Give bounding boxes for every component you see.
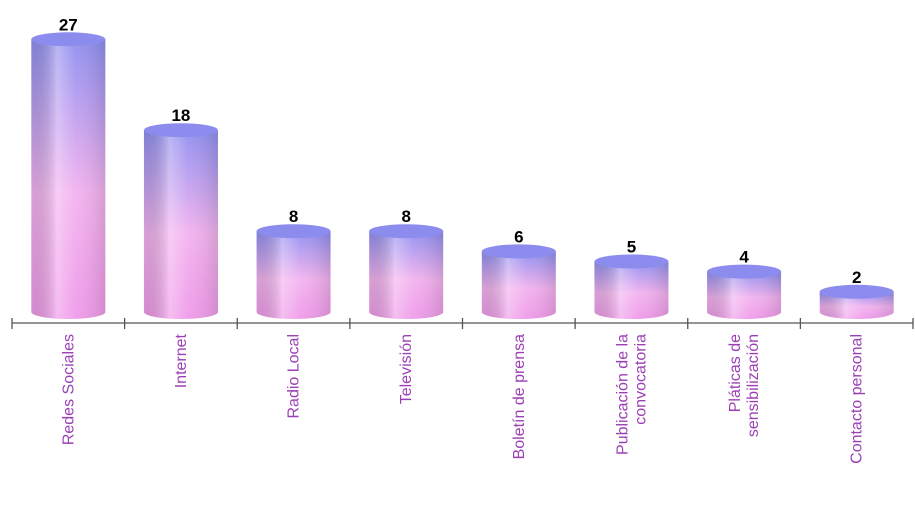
bar bbox=[707, 264, 782, 319]
category-labels: Redes Sociales Internet Radio Local Televis… bbox=[60, 333, 865, 463]
bar bbox=[31, 32, 106, 320]
category-label: convocatoria bbox=[632, 334, 649, 425]
bar-cap bbox=[594, 254, 669, 269]
bar-cap bbox=[256, 224, 331, 239]
bar-cap bbox=[143, 123, 218, 138]
category-label: Televisión bbox=[398, 334, 415, 404]
bar bbox=[819, 284, 894, 319]
category-label: Publicación de la bbox=[614, 334, 631, 455]
bar bbox=[481, 244, 556, 319]
bar bbox=[369, 224, 444, 319]
bar-shade bbox=[143, 130, 218, 319]
bar-shade bbox=[369, 231, 444, 319]
bar bbox=[594, 254, 669, 319]
bar bbox=[143, 123, 218, 319]
bar-shade bbox=[819, 291, 894, 319]
category-label: Radio Local bbox=[286, 334, 303, 419]
bar bbox=[256, 224, 331, 319]
bars-group: 27 18 8 8 6 5 4 2 bbox=[31, 15, 894, 320]
x-axis-ticks bbox=[11, 318, 914, 329]
category-label: Contacto personal bbox=[849, 334, 866, 464]
bar-cap bbox=[369, 224, 444, 239]
data-label: 4 bbox=[739, 248, 749, 267]
category-label: Internet bbox=[173, 333, 190, 388]
data-label: 27 bbox=[59, 15, 78, 34]
data-label: 8 bbox=[289, 207, 298, 226]
bar-cap bbox=[481, 244, 556, 259]
bar-shade bbox=[481, 251, 556, 319]
data-label: 5 bbox=[627, 238, 636, 257]
category-label: sensibilización bbox=[745, 334, 762, 437]
data-label: 18 bbox=[171, 106, 190, 125]
bar-cap bbox=[819, 284, 894, 299]
category-label: Pláticas de bbox=[727, 334, 744, 412]
bar-shade bbox=[256, 231, 331, 319]
bar-cap bbox=[707, 264, 782, 279]
bar-shade bbox=[31, 39, 106, 320]
category-label: Boletín de prensa bbox=[511, 334, 528, 460]
bar-shade bbox=[594, 261, 669, 319]
bar-shade bbox=[707, 271, 782, 319]
data-label: 6 bbox=[514, 227, 523, 246]
data-label: 8 bbox=[401, 207, 410, 226]
bar-cap bbox=[31, 32, 106, 47]
category-label: Redes Sociales bbox=[60, 334, 77, 445]
data-label: 2 bbox=[852, 268, 861, 287]
